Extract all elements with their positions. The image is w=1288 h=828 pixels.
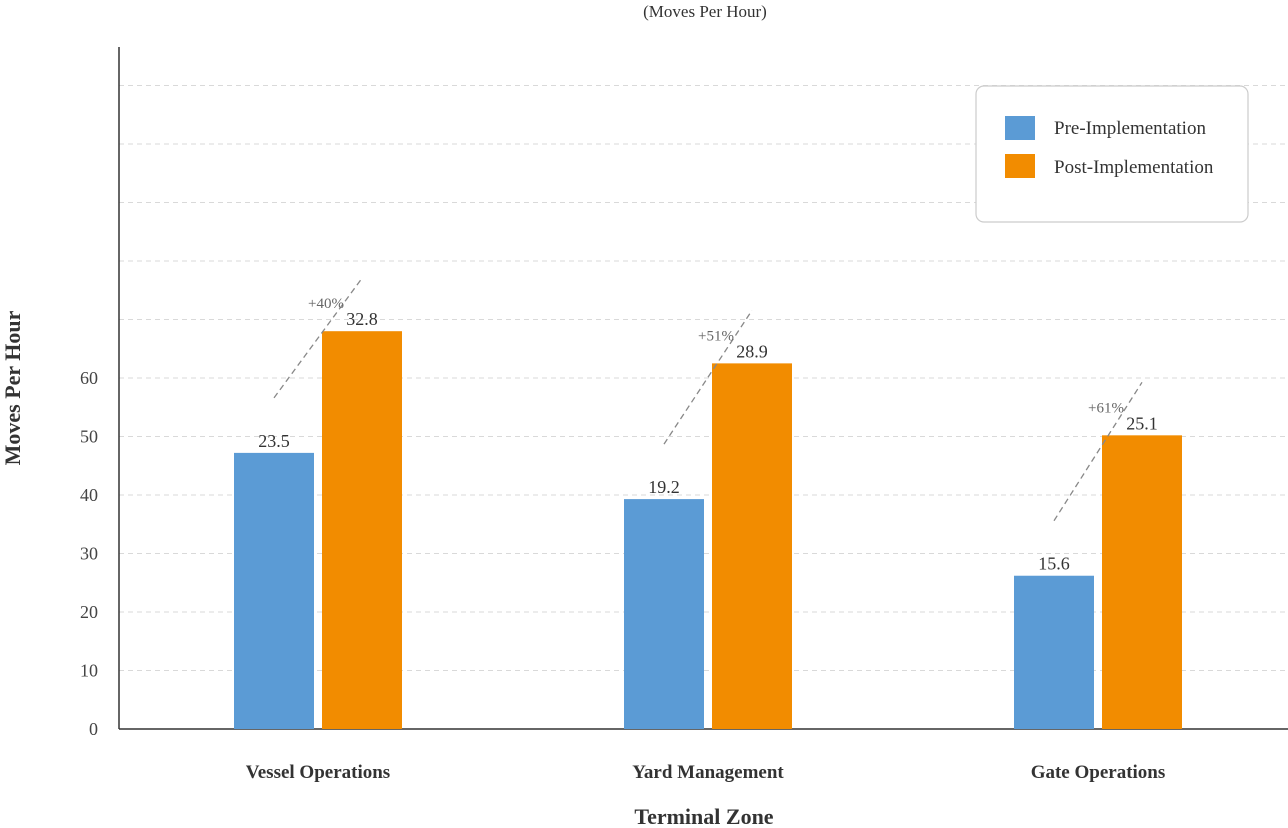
y-tick-label: 50 (80, 427, 98, 447)
improvement-label: +40% (308, 296, 344, 312)
bar-pre-implementation (624, 499, 704, 729)
y-tick-label: 20 (80, 602, 98, 622)
improvement-connector (1053, 381, 1143, 522)
data-label-post: 32.8 (346, 309, 378, 329)
data-label-post: 25.1 (1126, 413, 1158, 433)
legend-label-pre: Pre-Implementation (1054, 118, 1206, 139)
x-tick-label: Gate Operations (1031, 762, 1166, 783)
data-label-post: 28.9 (736, 341, 768, 361)
x-tick-label: Vessel Operations (246, 762, 390, 783)
bar-post-implementation (1102, 435, 1182, 729)
legend-label-post: Post-Implementation (1054, 157, 1214, 178)
legend-box (975, 85, 1249, 223)
chart-subtitle: (Moves Per Hour) (643, 2, 767, 21)
improvement-connector (273, 277, 363, 399)
data-label-pre: 15.6 (1038, 554, 1070, 574)
bar-pre-implementation (1014, 575, 1094, 729)
legend-swatch-pre (1005, 116, 1035, 140)
data-label-pre: 23.5 (258, 431, 290, 451)
bar-post-implementation (712, 363, 792, 729)
y-tick-label: 40 (80, 485, 98, 505)
improvement-label: +51% (698, 328, 734, 344)
improvement-label: +61% (1088, 400, 1124, 416)
bar-post-implementation (322, 331, 402, 729)
improvement-connector (663, 310, 753, 445)
data-label-pre: 19.2 (648, 477, 680, 497)
bar-pre-implementation (234, 452, 314, 729)
y-axis-label: Moves Per Hour (0, 310, 25, 465)
y-tick-label: 30 (80, 544, 98, 564)
legend-swatch-post (1005, 154, 1035, 178)
x-tick-label: Yard Management (632, 762, 784, 783)
y-tick-label: 0 (89, 719, 98, 739)
x-axis-label: Terminal Zone (634, 804, 773, 828)
y-tick-label: 10 (80, 661, 98, 681)
y-tick-label: 60 (80, 368, 98, 388)
